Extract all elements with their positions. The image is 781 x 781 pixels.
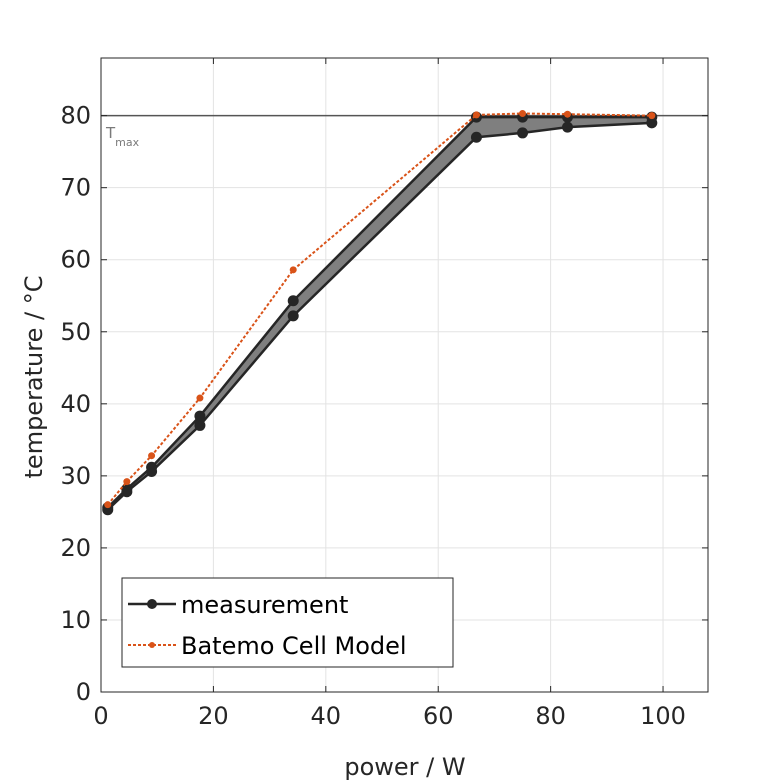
- measurement-point: [121, 483, 133, 495]
- y-tick-label: 40: [60, 390, 91, 418]
- x-axis-ticks: 0 20 40 60 80 100: [93, 58, 686, 730]
- y-axis-label: temperature / °C: [20, 276, 48, 479]
- legend: measurement Batemo Cell Model: [121, 577, 454, 668]
- x-axis-label: power / W: [344, 753, 465, 781]
- measurement-upper-line: [106, 115, 652, 509]
- batemo-line: [106, 112, 652, 506]
- x-tick-label: 80: [535, 702, 566, 730]
- x-tick-label: 40: [311, 702, 342, 730]
- measurement-point: [194, 410, 206, 422]
- measurement-band-fill: [107, 117, 652, 510]
- y-tick-label: 0: [76, 678, 91, 706]
- legend-label-batemo: Batemo Cell Model: [181, 632, 407, 660]
- y-axis-ticks: 0 10 20 30 40 50 60 70 80: [60, 102, 708, 706]
- batemo-point: [123, 478, 131, 486]
- y-tick-label: 50: [60, 318, 91, 346]
- legend-label-measurement: measurement: [181, 591, 348, 619]
- x-tick-label: 0: [93, 702, 108, 730]
- measurement-point: [194, 419, 206, 431]
- measurement-point: [561, 121, 573, 133]
- batemo-point: [563, 110, 571, 118]
- measurement-point: [517, 127, 529, 139]
- legend-box: [121, 577, 454, 668]
- y-tick-label: 70: [60, 174, 91, 202]
- y-tick-label: 10: [60, 606, 91, 634]
- legend-marker-measurement: [147, 599, 157, 609]
- x-tick-label: 100: [640, 702, 686, 730]
- batemo-point: [289, 266, 297, 274]
- y-tick-label: 60: [60, 246, 91, 274]
- batemo-point: [104, 501, 112, 509]
- series-layer: [102, 109, 658, 516]
- measurement-point: [146, 461, 158, 473]
- measurement-point: [287, 295, 299, 307]
- batemo-point: [472, 111, 480, 119]
- legend-marker-batemo: [149, 642, 155, 648]
- y-tick-label: 80: [60, 102, 91, 130]
- batemo-point: [196, 394, 204, 402]
- measurement-lower-line: [106, 121, 652, 511]
- y-tick-label: 20: [60, 534, 91, 562]
- measurement-point: [470, 131, 482, 143]
- threshold-label: Tmax: [105, 124, 140, 149]
- batemo-point: [648, 112, 656, 120]
- measurement-point: [287, 310, 299, 322]
- batemo-point: [519, 109, 527, 117]
- y-tick-label: 30: [60, 462, 91, 490]
- measurement-band: [107, 117, 652, 510]
- x-tick-label: 60: [423, 702, 454, 730]
- batemo-point: [148, 452, 156, 460]
- x-tick-label: 20: [198, 702, 229, 730]
- plot-frame: [100, 57, 709, 693]
